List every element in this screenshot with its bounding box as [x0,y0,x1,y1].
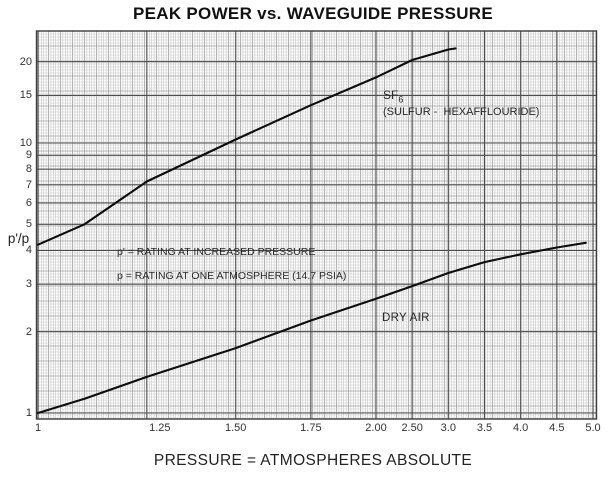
y-axis-label: p'/p [7,231,30,246]
y-tick-label: 4 [25,244,32,257]
x-tick-label: 1 [34,422,42,434]
sf6-curve-label: SF6 [383,88,404,105]
sf6-curve-label-text: SF [383,88,399,102]
y-tick-label: 3 [25,278,32,291]
y-tick-label: 1 [25,407,32,419]
x-tick-label: 5.0 [585,422,601,434]
y-tick-label: 7 [25,178,32,191]
x-tick-label: 1.25 [149,422,171,434]
x-tick-label: 4.0 [513,422,529,434]
sf6-curve-description: (SULFUR - HEXAFFLOURIDE) [383,106,540,118]
sf6-curve-label-subscript: 6 [398,94,404,105]
x-tick-label: 2.00 [365,422,387,434]
note-p-prime-definition: p' = RATING AT INCREASED PRESSURE [117,246,316,258]
dry-air-curve [36,241,587,415]
y-tick-label: 10 [19,137,32,149]
plot-border [35,30,598,420]
x-tick-label: 3.0 [440,422,456,434]
y-tick-label: 8 [25,163,32,176]
note-p-definition: p = RATING AT ONE ATMOSPHERE (14.7 PSIA) [117,270,347,282]
y-tick-label: 20 [19,55,32,68]
x-tick-label: 3.5 [476,422,493,434]
x-tick-label: 1.50 [224,422,247,434]
y-tick-label: 6 [25,196,32,209]
sf6-curve [36,47,457,246]
y-tick-label: 2 [25,325,32,338]
dry-air-curve-label: DRY AIR [382,312,430,324]
y-tick-label: 15 [19,89,32,102]
x-tick-label: 4.5 [549,422,565,434]
x-tick-label: 2.50 [401,422,423,434]
chart-title: PEAK POWER vs. WAVEGUIDE PRESSURE [132,4,494,23]
x-axis-title: PRESSURE = ATMOSPHERES ABSOLUTE [153,452,473,469]
x-tick-label: 1.75 [300,422,322,434]
y-tick-label: 9 [25,149,32,162]
y-tick-label: 5 [25,218,32,231]
